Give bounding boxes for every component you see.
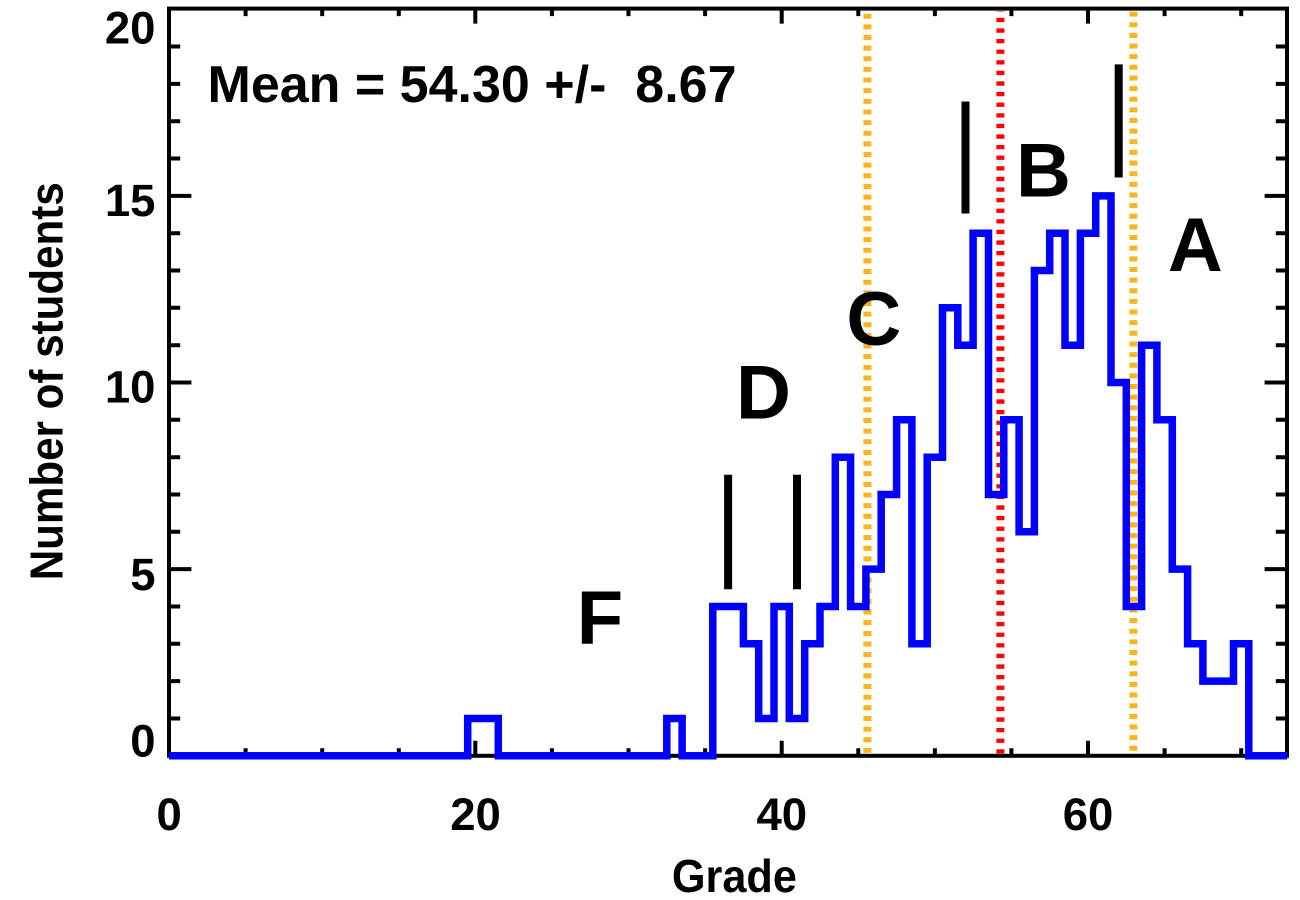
svg-text:0: 0 (156, 789, 181, 840)
svg-text:20: 20 (105, 3, 156, 54)
svg-text:C: C (846, 277, 901, 362)
svg-text:10: 10 (105, 362, 156, 413)
svg-text:Number of students: Number of students (20, 182, 72, 580)
svg-text:15: 15 (105, 175, 156, 226)
svg-text:F: F (577, 576, 623, 661)
svg-text:0: 0 (130, 716, 155, 767)
svg-text:60: 60 (1063, 789, 1114, 840)
svg-text:Grade: Grade (672, 850, 797, 900)
svg-text:A: A (1168, 203, 1223, 288)
svg-text:5: 5 (130, 549, 155, 600)
svg-text:Mean = 54.30 +/- 8.67: Mean = 54.30 +/- 8.67 (208, 56, 737, 114)
svg-text:D: D (736, 351, 791, 436)
svg-text:20: 20 (450, 789, 501, 840)
svg-text:B: B (1016, 129, 1071, 214)
svg-text:40: 40 (756, 789, 807, 840)
